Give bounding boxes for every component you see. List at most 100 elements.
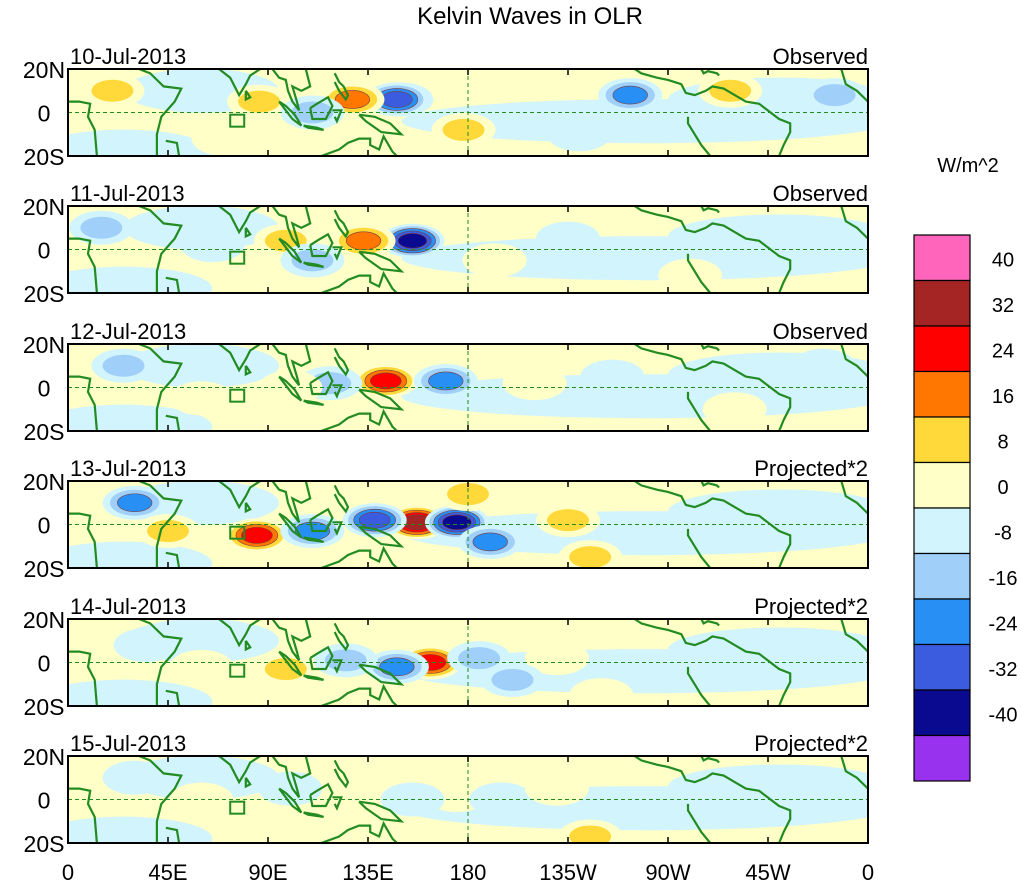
olr-anomaly-blob [147, 520, 189, 543]
olr-anomaly-blob [117, 493, 153, 513]
panel-kind: Projected*2 [754, 731, 868, 756]
olr-anomaly-blob [80, 216, 123, 239]
olr-anomaly-blob [191, 121, 256, 156]
coastline [332, 521, 343, 536]
coastline [320, 820, 398, 843]
olr-field [68, 481, 868, 568]
olr-anomaly-blob [68, 404, 213, 431]
olr-anomaly-blob [524, 771, 589, 806]
coastline [320, 133, 398, 156]
olr-anomaly-blob [668, 764, 868, 809]
coastline [138, 344, 183, 431]
x-tick-label: 135E [342, 860, 393, 885]
map-panel: 20N 0 20S 11-Jul-2013 Observed [23, 181, 869, 307]
coastline [138, 619, 183, 706]
coastline [165, 826, 181, 843]
coastline [699, 619, 720, 627]
olr-anomaly-blob [447, 483, 489, 506]
colorbar-swatch [913, 643, 971, 691]
coastline [332, 246, 343, 261]
coastline [244, 227, 252, 239]
olr-field [68, 756, 868, 843]
olr-anomaly-blob [612, 85, 648, 105]
coastline [332, 109, 343, 124]
coastline [333, 72, 350, 102]
olr-anomaly-blob [238, 90, 281, 113]
coastline [333, 209, 350, 239]
coastline [332, 384, 343, 399]
coastline [699, 69, 720, 77]
map-panel: 20N 0 20S 14-Jul-2013 Projected*2 [23, 594, 869, 720]
coastline [309, 232, 334, 258]
coastline [686, 528, 712, 568]
olr-anomaly-blob [624, 518, 689, 553]
olr-anomaly-blob [547, 117, 612, 152]
coastline [699, 344, 720, 352]
y-tick-label: 20N [23, 607, 65, 633]
coastline [165, 276, 181, 293]
colorbar-swatch [913, 234, 971, 282]
panel-date: 14-Jul-2013 [70, 594, 186, 619]
y-tick-label: 20N [23, 744, 65, 770]
olr-anomaly-blob [813, 84, 856, 107]
olr-anomaly-blob [569, 825, 612, 843]
olr-anomaly-blob [169, 481, 234, 516]
map-panel: 20N 0 20S 15-Jul-2013 Projected*2 [23, 731, 869, 857]
coastline [68, 375, 98, 431]
coastline [303, 811, 324, 818]
coastline [840, 481, 868, 515]
coastline [309, 95, 334, 121]
colorbar-tick-label: 24 [992, 341, 1014, 363]
olr-anomaly-blob [469, 782, 534, 817]
olr-anomaly-blob [169, 649, 234, 684]
coastline [244, 90, 252, 102]
coastline [309, 507, 334, 533]
coastline [358, 250, 405, 273]
coastline [271, 69, 312, 111]
coastline [320, 408, 398, 431]
olr-anomaly-blob [68, 679, 213, 706]
region-box [229, 663, 246, 678]
colorbar-tick-label: 8 [997, 432, 1008, 454]
olr-anomaly-blob [502, 366, 567, 401]
olr-anomaly-blob [536, 221, 600, 256]
y-tick-label: 0 [38, 238, 51, 264]
olr-anomaly-blob [123, 344, 280, 388]
y-tick-label: 0 [38, 101, 51, 127]
colorbar-swatch [913, 689, 971, 737]
colorbar-swatch [913, 325, 971, 373]
coastline [634, 619, 792, 706]
colorbar-swatch [913, 416, 971, 464]
colorbar-swatch [913, 734, 971, 782]
coastline [244, 502, 252, 514]
olr-anomaly-blob [102, 760, 167, 795]
coastline [634, 756, 792, 843]
x-tick-label: 45W [745, 860, 790, 885]
olr-anomaly-blob [491, 668, 534, 691]
colorbar-tick-label: 40 [992, 250, 1014, 272]
coastline [320, 270, 398, 293]
coastline [138, 206, 183, 293]
x-tick-label: 0 [862, 860, 874, 885]
coastline [271, 481, 312, 523]
coastline [244, 640, 252, 652]
coastline [332, 659, 343, 674]
coastline [634, 481, 792, 568]
coastline [686, 666, 712, 706]
coastline [333, 759, 350, 789]
y-tick-label: 20S [24, 556, 65, 582]
coastline [165, 139, 181, 156]
olr-field [68, 619, 868, 706]
olr-anomaly-blob [102, 354, 145, 377]
coastline [68, 512, 98, 568]
coastline [303, 674, 324, 681]
olr-anomaly-blob [547, 509, 589, 532]
colorbar-swatch [913, 552, 971, 600]
coastline [840, 756, 868, 790]
coastline [686, 116, 712, 156]
y-tick-label: 0 [38, 788, 51, 814]
y-tick-label: 20N [23, 469, 65, 495]
x-tick-label: 90E [248, 860, 287, 885]
olr-anomaly-blob [668, 352, 868, 397]
